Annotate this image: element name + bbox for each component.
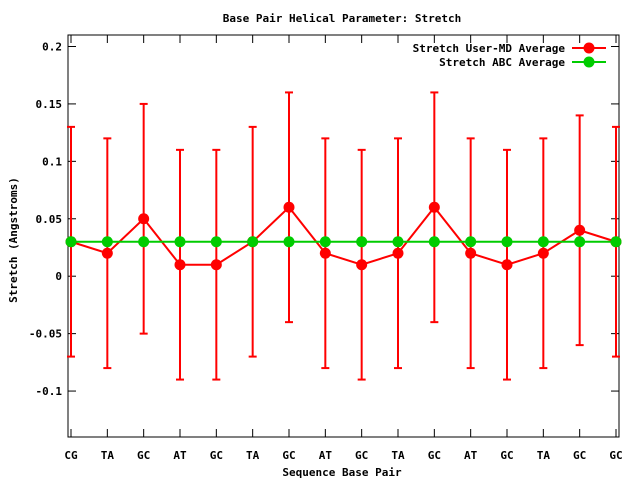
data-point-user-md	[210, 259, 222, 271]
data-point-abc	[574, 236, 586, 248]
series-line-user-md	[70, 205, 617, 266]
data-point-user-md	[428, 201, 440, 213]
data-point-user-md	[283, 201, 295, 213]
y-tick-label: -0.1	[36, 385, 63, 398]
x-tick-label: TA	[537, 449, 551, 462]
data-point-abc	[319, 236, 331, 248]
data-point-abc	[392, 236, 404, 248]
data-point-user-md	[319, 247, 331, 259]
legend-label: Stretch ABC Average	[439, 56, 565, 69]
data-point-user-md	[392, 247, 404, 259]
data-point-user-md	[356, 259, 368, 271]
legend-label: Stretch User-MD Average	[413, 42, 566, 55]
x-tick-label: GC	[355, 449, 368, 462]
data-point-user-md	[465, 247, 477, 259]
x-tick-label: GC	[500, 449, 513, 462]
x-tick-label: TA	[101, 449, 115, 462]
data-point-abc	[501, 236, 513, 248]
data-point-abc	[65, 236, 77, 248]
data-point-user-md	[138, 213, 150, 225]
data-point-abc	[537, 236, 549, 248]
x-tick-label: AT	[173, 449, 187, 462]
y-tick-label: 0.2	[42, 40, 62, 53]
data-point-user-md	[537, 247, 549, 259]
data-point-abc	[138, 236, 150, 248]
data-point-abc	[465, 236, 477, 248]
data-point-abc	[428, 236, 440, 248]
x-tick-label: GC	[282, 449, 295, 462]
data-point-abc	[356, 236, 368, 248]
data-point-abc	[101, 236, 113, 248]
data-point-abc	[610, 236, 622, 248]
x-tick-label: GC	[573, 449, 586, 462]
data-point-user-md	[501, 259, 513, 271]
y-tick-label: 0.1	[42, 155, 62, 168]
y-axis-label: Stretch (Angstroms)	[7, 177, 20, 303]
x-tick-label: TA	[246, 449, 260, 462]
plot-area: -0.1 -0.05 0 0.05 0.1 0.15 0.2 CG TA GC AT GC TA GC AT…	[29, 34, 623, 462]
y-tick-label: 0	[55, 270, 62, 283]
x-tick-label: TA	[391, 449, 405, 462]
data-point-user-md	[574, 224, 586, 236]
x-tick-label: GC	[609, 449, 622, 462]
y-tick-label: -0.05	[29, 328, 62, 341]
data-point-abc	[210, 236, 222, 248]
x-tick-label: CG	[64, 449, 78, 462]
x-axis-label: Sequence Base Pair	[282, 466, 402, 479]
data-point-user-md	[101, 247, 113, 259]
data-point-abc	[174, 236, 186, 248]
data-point-abc	[283, 236, 295, 248]
y-tick-label: 0.05	[36, 213, 63, 226]
x-tick-label: GC	[137, 449, 150, 462]
data-point-abc	[247, 236, 259, 248]
chart-title: Base Pair Helical Parameter: Stretch	[223, 12, 461, 25]
y-tick-label: 0.15	[36, 98, 63, 111]
x-tick-label: GC	[428, 449, 441, 462]
legend-marker	[583, 42, 595, 54]
x-tick-label: AT	[319, 449, 333, 462]
legend-marker	[583, 56, 595, 68]
x-tick-label: GC	[210, 449, 223, 462]
x-tick-label: AT	[464, 449, 478, 462]
plot-frame	[67, 34, 620, 438]
data-point-user-md	[174, 259, 186, 271]
